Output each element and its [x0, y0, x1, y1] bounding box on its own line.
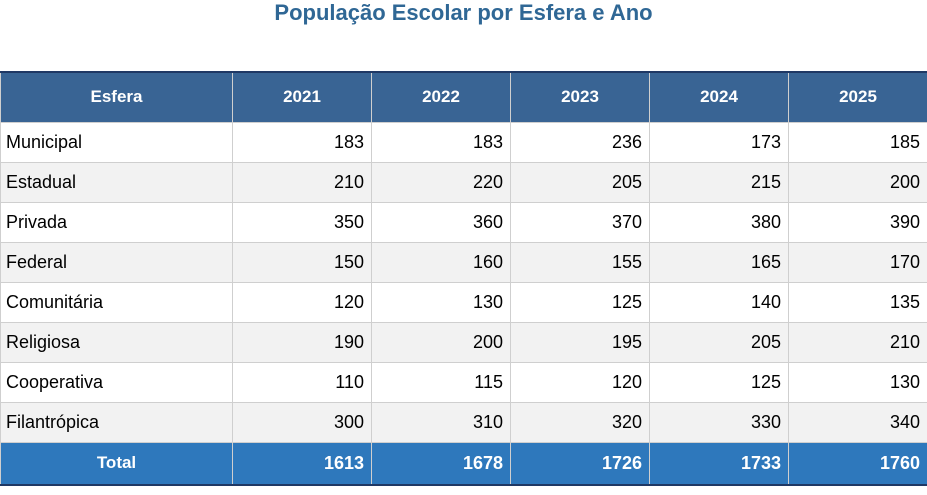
- value-cell: 183: [232, 121, 372, 163]
- value-cell: 370: [510, 201, 650, 243]
- value-cell: 170: [788, 241, 927, 283]
- value-cell: 340: [788, 401, 927, 443]
- table-row: Federal 150 160 155 165 170: [0, 241, 927, 283]
- value-cell: 140: [649, 281, 789, 323]
- total-value-cell: 1726: [510, 441, 650, 486]
- value-cell: 210: [788, 321, 927, 363]
- value-cell: 195: [510, 321, 650, 363]
- value-cell: 155: [510, 241, 650, 283]
- value-cell: 200: [788, 161, 927, 203]
- row-label: Filantrópica: [0, 401, 233, 443]
- value-cell: 220: [371, 161, 511, 203]
- header-cell-year: 2023: [510, 71, 650, 123]
- row-label: Comunitária: [0, 281, 233, 323]
- value-cell: 215: [649, 161, 789, 203]
- header-cell-year: 2021: [232, 71, 372, 123]
- total-value-cell: 1613: [232, 441, 372, 486]
- header-cell-year: 2024: [649, 71, 789, 123]
- value-cell: 135: [788, 281, 927, 323]
- value-cell: 200: [371, 321, 511, 363]
- value-cell: 110: [232, 361, 372, 403]
- school-population-table: Esfera 2021 2022 2023 2024 2025 Municipal 183 1…: [0, 71, 927, 486]
- value-cell: 125: [510, 281, 650, 323]
- value-cell: 330: [649, 401, 789, 443]
- value-cell: 120: [510, 361, 650, 403]
- row-label: Municipal: [0, 121, 233, 163]
- value-cell: 350: [232, 201, 372, 243]
- value-cell: 185: [788, 121, 927, 163]
- value-cell: 115: [371, 361, 511, 403]
- value-cell: 320: [510, 401, 650, 443]
- value-cell: 360: [371, 201, 511, 243]
- table-body: Municipal 183 183 236 173 185 Estadual 210 220 20…: [0, 121, 927, 443]
- total-label: Total: [0, 441, 233, 486]
- value-cell: 205: [649, 321, 789, 363]
- table-footer: Total 1613 1678 1726 1733 1760: [0, 441, 927, 486]
- value-cell: 190: [232, 321, 372, 363]
- row-label: Cooperativa: [0, 361, 233, 403]
- value-cell: 150: [232, 241, 372, 283]
- value-cell: 130: [371, 281, 511, 323]
- table-row: Privada 350 360 370 380 390: [0, 201, 927, 243]
- header-cell-esfera: Esfera: [0, 71, 233, 123]
- value-cell: 125: [649, 361, 789, 403]
- header-cell-year: 2022: [371, 71, 511, 123]
- value-cell: 173: [649, 121, 789, 163]
- row-label: Estadual: [0, 161, 233, 203]
- value-cell: 300: [232, 401, 372, 443]
- table-row: Cooperativa 110 115 120 125 130: [0, 361, 927, 403]
- header-cell-year: 2025: [788, 71, 927, 123]
- page-title: População Escolar por Esfera e Ano: [274, 0, 653, 25]
- total-row: Total 1613 1678 1726 1733 1760: [0, 441, 927, 486]
- value-cell: 160: [371, 241, 511, 283]
- total-value-cell: 1678: [371, 441, 511, 486]
- row-label: Privada: [0, 201, 233, 243]
- total-value-cell: 1760: [788, 441, 927, 486]
- value-cell: 390: [788, 201, 927, 243]
- value-cell: 130: [788, 361, 927, 403]
- value-cell: 380: [649, 201, 789, 243]
- value-cell: 120: [232, 281, 372, 323]
- value-cell: 183: [371, 121, 511, 163]
- value-cell: 165: [649, 241, 789, 283]
- table-row: Filantrópica 300 310 320 330 340: [0, 401, 927, 443]
- table-header: Esfera 2021 2022 2023 2024 2025: [0, 71, 927, 123]
- total-value-cell: 1733: [649, 441, 789, 486]
- table-row: Estadual 210 220 205 215 200: [0, 161, 927, 203]
- table-row: Comunitária 120 130 125 140 135: [0, 281, 927, 323]
- row-label: Religiosa: [0, 321, 233, 363]
- row-label: Federal: [0, 241, 233, 283]
- header-row: Esfera 2021 2022 2023 2024 2025: [0, 71, 927, 123]
- value-cell: 205: [510, 161, 650, 203]
- value-cell: 210: [232, 161, 372, 203]
- table-row: Municipal 183 183 236 173 185: [0, 121, 927, 163]
- value-cell: 310: [371, 401, 511, 443]
- table-row: Religiosa 190 200 195 205 210: [0, 321, 927, 363]
- value-cell: 236: [510, 121, 650, 163]
